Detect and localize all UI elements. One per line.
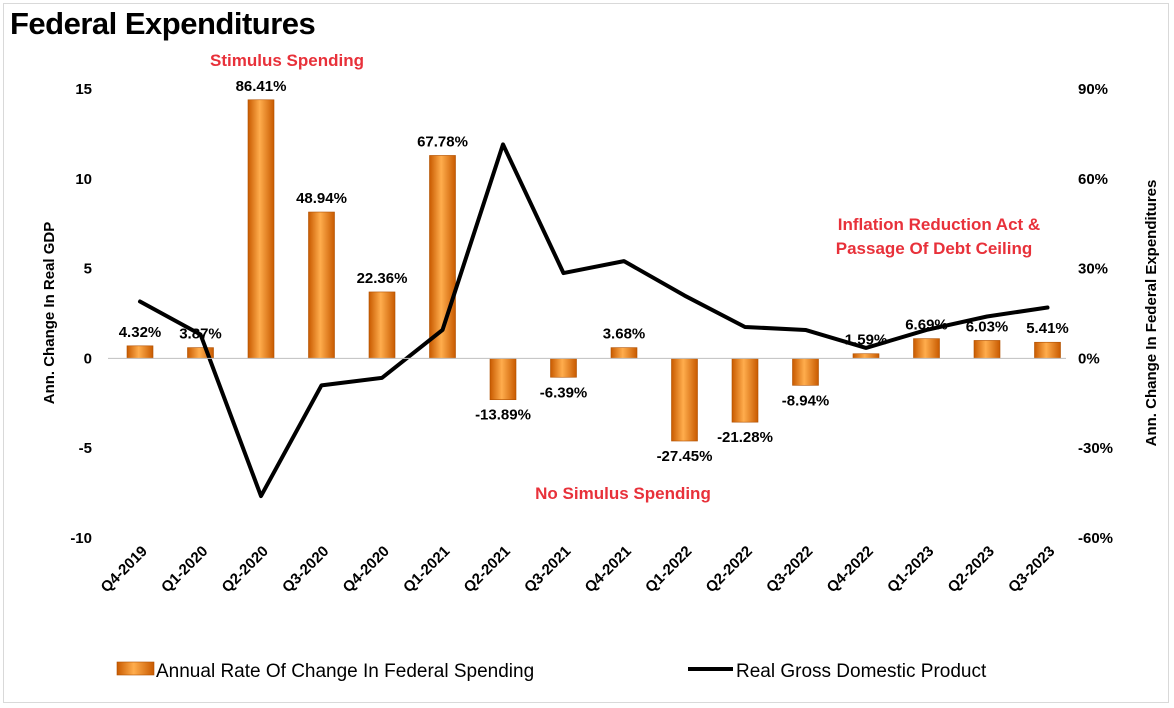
data-label-Q3-2020: 48.94% [296,190,347,207]
right-axis-title: Ann. Change In Federal Expenditures [1143,180,1160,447]
data-label-Q2-2020: 86.41% [236,78,287,95]
bar-Q3-2022 [792,358,819,386]
data-label-Q4-2019: 4.32% [119,324,162,341]
x-tick-label: Q4-2021 [582,543,635,596]
bar-Q2-2020 [247,99,275,359]
data-label-Q2-2022: -21.28% [717,429,773,446]
bar-Q1-2022 [671,358,698,442]
data-label-Q4-2020: 22.36% [357,270,408,287]
x-tick-label: Q1-2020 [158,543,211,596]
bar-Q2-2023 [973,340,1001,359]
right-tick-label: 0% [1078,350,1100,367]
legend-bar-label: Annual Rate Of Change In Federal Spendin… [156,661,534,682]
left-tick-label: -5 [79,440,92,457]
bar-Q3-2020 [308,211,335,359]
chart-title: Federal Expenditures [10,6,316,41]
left-tick-label: 10 [75,171,92,188]
data-label-Q1-2021: 67.78% [417,133,468,150]
bar-Q4-2022 [852,353,880,359]
right-tick-label: -60% [1078,530,1113,547]
right-tick-label: 30% [1078,261,1108,278]
x-tick-label: Q2-2021 [461,543,514,596]
x-tick-label: Q1-2023 [884,543,937,596]
data-label-Q4-2022: 1.59% [845,332,888,349]
data-label-Q1-2023: 6.69% [905,317,948,334]
bar-Q3-2023 [1034,341,1061,359]
x-tick-label: Q3-2020 [279,543,332,596]
right-tick-label: 90% [1078,81,1108,98]
annotation: Stimulus Spending [210,51,364,70]
x-tick-label: Q2-2023 [945,543,998,596]
x-tick-label: Q3-2023 [1005,543,1058,596]
x-tick-label: Q4-2022 [824,543,877,596]
bar-Q4-2020 [368,291,396,359]
left-tick-label: 0 [84,350,92,367]
right-tick-label: 60% [1078,171,1108,188]
bar-Q4-2019 [126,345,154,359]
data-label-Q2-2023: 6.03% [966,318,1009,335]
bar-Q2-2022 [731,358,759,423]
x-tick-label: Q2-2022 [703,543,756,596]
left-axis-title: Ann. Change In Real GDP [41,222,58,405]
x-tick-label: Q4-2019 [98,543,151,596]
x-tick-label: Q1-2021 [400,543,453,596]
x-tick-label: Q1-2022 [642,543,695,596]
x-tick-label: Q2-2020 [219,543,272,596]
left-tick-label: 5 [84,261,92,278]
data-label-Q1-2022: -27.45% [657,448,713,465]
data-label-Q1-2020: 3.87% [179,326,222,343]
data-label-Q3-2023: 5.41% [1026,320,1069,337]
bar-Q2-2021 [489,358,517,401]
x-tick-label: Q3-2022 [763,543,816,596]
right-tick-label: -30% [1078,440,1113,457]
bar-Q3-2021 [550,358,577,378]
data-label-Q4-2021: 3.68% [603,326,646,343]
bar-Q4-2021 [610,347,638,359]
gdp-line [138,142,1050,499]
annotation: Inflation Reduction Act & [838,215,1040,234]
annotation: Passage Of Debt Ceiling [836,239,1033,258]
legend-line-label: Real Gross Domestic Product [736,661,987,682]
x-tick-label: Q3-2021 [521,543,574,596]
left-tick-label: -10 [70,530,92,547]
x-tick-label: Q4-2020 [340,543,393,596]
legend-bar-swatch [116,661,155,676]
annotation: No Simulus Spending [535,484,711,503]
chart-frame [3,3,1169,703]
data-label-Q3-2021: -6.39% [540,384,588,401]
bar-Q1-2023 [913,338,940,359]
data-label-Q2-2021: -13.89% [475,407,531,424]
left-tick-label: 15 [75,81,92,98]
data-label-Q3-2022: -8.94% [782,392,830,409]
